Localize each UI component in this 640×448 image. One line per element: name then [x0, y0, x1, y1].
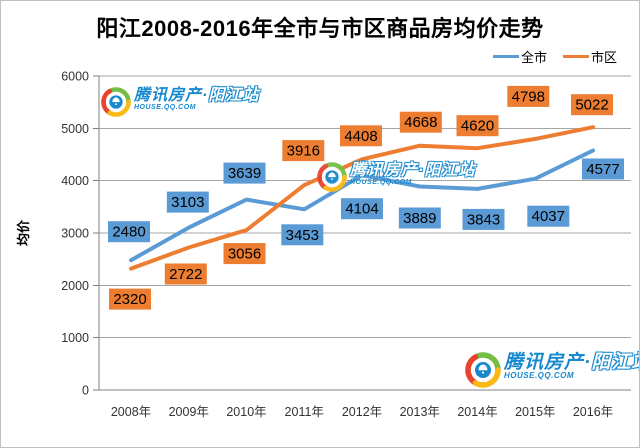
- x-tick-label: 2014年: [457, 405, 497, 419]
- data-label-box: [109, 288, 151, 310]
- legend-line-icon: [492, 55, 519, 58]
- data-label-box: [340, 125, 382, 147]
- x-tick-label: 2011年: [285, 405, 324, 419]
- y-tick-label: 4000: [61, 174, 89, 188]
- data-label-box: [223, 243, 266, 265]
- legend-label: 全市: [520, 50, 547, 65]
- data-label: 4104: [345, 201, 378, 218]
- data-label: 4408: [344, 128, 377, 145]
- legend-label: 市区: [590, 50, 617, 65]
- x-tick-label: 2008年: [111, 405, 151, 419]
- watermark-brand-site: 阳江站: [591, 352, 639, 373]
- data-label: 3639: [228, 165, 261, 182]
- data-label: 4620: [461, 118, 494, 135]
- watermark-tencent-house: 腾讯房产·阳江站 HOUSE.QQ.COM: [465, 352, 639, 388]
- data-label: 3916: [287, 143, 320, 160]
- watermark-url: HOUSE.QQ.COM: [134, 103, 197, 111]
- watermark-url: HOUSE.QQ.COM: [350, 178, 413, 186]
- data-label: 3103: [171, 194, 204, 211]
- data-label-box: [399, 111, 442, 133]
- series-line-0: [129, 148, 595, 263]
- data-label: 5022: [575, 97, 608, 114]
- watermark-tencent-house: 腾讯房产·阳江站 HOUSE.QQ.COM: [317, 162, 475, 192]
- data-label-box: [462, 208, 505, 230]
- y-axis-title: 均价: [16, 219, 31, 246]
- data-label-box: [571, 94, 613, 116]
- chart-title: 阳江2008-2016年全市与市区商品房均价走势: [96, 16, 544, 41]
- data-label: 4577: [586, 161, 619, 178]
- x-tick-label: 2016年: [573, 405, 613, 419]
- legend-item-0: 全市: [492, 47, 547, 66]
- y-tick-label: 5000: [61, 122, 89, 136]
- data-label: 2320: [113, 291, 146, 308]
- y-tick-label: 2000: [61, 279, 89, 293]
- y-tick-label: 0: [82, 384, 89, 398]
- data-label: 3453: [286, 227, 319, 244]
- legend-item-1: 市区: [562, 47, 617, 66]
- data-label-box: [108, 221, 150, 243]
- legend: 全市 市区: [492, 47, 617, 66]
- data-label-box: [164, 263, 207, 285]
- y-tick-label: 1000: [61, 331, 89, 345]
- x-tick-label: 2009年: [169, 405, 209, 419]
- data-label-box: [223, 162, 266, 184]
- data-label-box: [527, 205, 570, 227]
- data-label: 3889: [403, 210, 436, 227]
- data-label-box: [507, 85, 550, 107]
- tencent-house-logo-icon: [465, 352, 501, 388]
- data-label: 3056: [228, 246, 261, 263]
- data-label: 2722: [169, 266, 202, 283]
- watermark-brand: 腾讯房产·阳江站: [350, 162, 476, 180]
- data-label: 2480: [112, 224, 145, 241]
- data-label-box: [341, 198, 383, 220]
- data-label: 4037: [532, 208, 565, 225]
- data-label-box: [282, 140, 325, 162]
- y-tick-label: 6000: [61, 70, 89, 84]
- data-label: 4798: [512, 88, 545, 105]
- y-tick-label: 3000: [61, 227, 89, 241]
- data-label-box: [456, 115, 499, 137]
- x-tick-label: 2012年: [342, 405, 382, 419]
- watermark-url: HOUSE.QQ.COM: [504, 370, 575, 380]
- tencent-house-logo-icon: [317, 162, 347, 192]
- watermark-brand: 腾讯房产·阳江站: [134, 87, 260, 105]
- watermark-brand: 腾讯房产·阳江站: [504, 352, 639, 373]
- watermark-brand-main: 腾讯房产·: [134, 87, 209, 104]
- data-label-box: [582, 158, 624, 180]
- watermark-brand-main: 腾讯房产·: [350, 162, 425, 179]
- watermark-brand-site: 阳江站: [424, 162, 476, 179]
- tencent-house-logo-icon: [101, 87, 131, 117]
- watermark-brand-site: 阳江站: [208, 87, 260, 104]
- legend-line-icon: [562, 55, 589, 58]
- data-label: 3843: [467, 211, 500, 228]
- data-label-box: [398, 207, 441, 229]
- data-label-box: [166, 191, 209, 213]
- x-tick-label: 2013年: [400, 405, 440, 419]
- x-tick-label: 2015年: [515, 405, 555, 419]
- watermark-tencent-house: 腾讯房产·阳江站 HOUSE.QQ.COM: [101, 87, 259, 117]
- watermark-brand-main: 腾讯房产·: [504, 352, 592, 373]
- data-label-box: [281, 224, 324, 246]
- data-label: 4668: [404, 114, 437, 131]
- x-tick-label: 2010年: [226, 405, 266, 419]
- series-line-1: [129, 125, 595, 271]
